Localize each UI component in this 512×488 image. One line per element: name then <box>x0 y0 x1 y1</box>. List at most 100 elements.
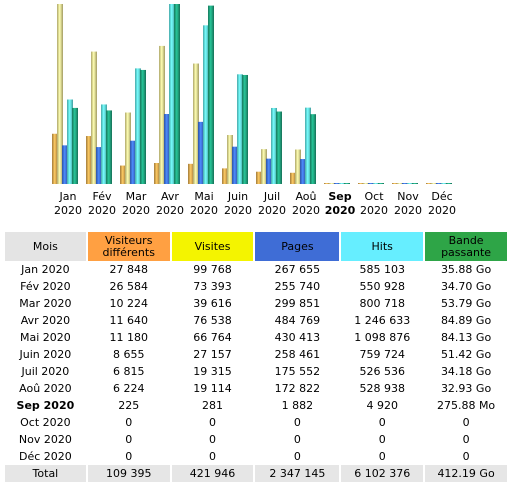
cell-visitors: 11 640 <box>109 314 148 327</box>
x-tick-label: Sep <box>328 190 351 203</box>
cell-pages: 172 822 <box>274 382 321 395</box>
bar-hits <box>135 68 141 184</box>
bar-pages <box>300 159 306 184</box>
cell-hits: 800 718 <box>359 297 405 310</box>
bar-hits <box>169 4 175 184</box>
monthly-stats-table: Mois Visiteurs différents Visites Pages … <box>3 232 509 482</box>
bar-hits <box>67 99 73 184</box>
x-tick-label: Nov <box>397 190 419 203</box>
cell-visitors: 0 <box>125 433 133 446</box>
bar-hits <box>407 183 413 184</box>
cell-visits: 421 946 <box>171 465 254 482</box>
header-month: Mois <box>5 232 86 261</box>
x-tick-label: 2020 <box>54 204 82 217</box>
cell-pages: 2 347 145 <box>255 465 340 482</box>
bar-pages <box>96 147 102 184</box>
table-header-row: Mois Visiteurs différents Visites Pages … <box>5 232 507 261</box>
bar-pages <box>266 158 272 184</box>
cell-hits: 0 <box>378 450 386 463</box>
cell-month: Jan 2020 <box>21 263 70 276</box>
cell-visitors: 11 180 <box>109 331 148 344</box>
cell-hits: 585 103 <box>359 263 405 276</box>
cell-hits: 526 536 <box>359 365 405 378</box>
bar-bandwidth <box>242 74 248 184</box>
cell-bandwidth: 34.18 Go <box>440 365 492 378</box>
cell-pages: 0 <box>293 450 301 463</box>
table-row: Fév 2020 26 584 73 393 255 740 550 928 34.70 … <box>5 278 507 295</box>
bar-visitors <box>154 162 160 184</box>
cell-month: Avr 2020 <box>20 314 71 327</box>
x-tick-label: 2020 <box>292 204 320 217</box>
table-row: Déc 2020 0 0 0 0 0 <box>5 448 507 465</box>
table-row: Jan 2020 27 848 99 768 267 655 585 103 35.88 … <box>5 261 507 278</box>
bar-visitors <box>358 183 364 184</box>
cell-hits: 6 102 376 <box>341 465 424 482</box>
bar-visits <box>193 63 199 184</box>
bar-visits <box>91 51 97 184</box>
cell-month: Total <box>5 465 86 482</box>
x-tick-label: 2020 <box>156 204 184 217</box>
cell-hits: 759 724 <box>359 348 405 361</box>
cell-bandwidth: 84.13 Go <box>440 331 492 344</box>
cell-visits: 66 764 <box>193 331 232 344</box>
table-row: Juin 2020 8 655 27 157 258 461 759 724 51.42 … <box>5 346 507 363</box>
bar-pages <box>436 183 442 184</box>
cell-month: Sep 2020 <box>16 399 75 412</box>
cell-visitors: 6 224 <box>112 382 145 395</box>
cell-hits: 0 <box>378 433 386 446</box>
bar-bandwidth <box>310 114 316 184</box>
cell-visitors: 8 655 <box>112 348 145 361</box>
cell-bandwidth: 34.70 Go <box>440 280 492 293</box>
bar-visits <box>329 183 335 184</box>
cell-bandwidth: 0 <box>462 416 470 429</box>
bar-visits <box>261 149 267 184</box>
table-row: Sep 2020 225 281 1 882 4 920 275.88 Mo <box>5 397 507 414</box>
bar-bandwidth <box>174 4 180 184</box>
table-total-row: Total 109 395 421 946 2 347 145 6 102 376 412… <box>5 465 507 482</box>
cell-visits: 19 114 <box>193 382 232 395</box>
table-row: Mar 2020 10 224 39 616 299 851 800 718 53.79 … <box>5 295 507 312</box>
cell-visits: 0 <box>209 433 217 446</box>
x-tick-label: Aoû <box>295 190 316 203</box>
header-bandwidth: Bande passante <box>425 232 507 261</box>
table-row: Oct 2020 0 0 0 0 0 <box>5 414 507 431</box>
x-tick-label: Jan <box>59 190 77 203</box>
cell-bandwidth: 53.79 Go <box>440 297 492 310</box>
table-row: Juil 2020 6 815 19 315 175 552 526 536 34.18 … <box>5 363 507 380</box>
x-tick-label: 2020 <box>428 204 456 217</box>
cell-pages: 255 740 <box>274 280 321 293</box>
bar-hits <box>339 183 345 184</box>
bar-visitors <box>324 183 330 184</box>
bar-visitors <box>222 168 228 184</box>
bar-bandwidth <box>378 183 384 184</box>
bar-visitors <box>120 165 126 184</box>
bar-visits <box>159 45 165 184</box>
bar-hits <box>203 25 209 185</box>
bar-visitors <box>52 133 58 184</box>
cell-pages: 0 <box>293 433 301 446</box>
bar-bandwidth <box>208 5 214 185</box>
bar-pages <box>334 183 340 184</box>
table-row: Nov 2020 0 0 0 0 0 <box>5 431 507 448</box>
bar-visitors <box>86 136 92 184</box>
cell-bandwidth: 275.88 Mo <box>436 399 496 412</box>
cell-bandwidth: 0 <box>462 433 470 446</box>
cell-visitors: 10 224 <box>109 297 148 310</box>
x-tick-label: 2020 <box>88 204 116 217</box>
cell-hits: 1 098 876 <box>354 331 411 344</box>
cell-pages: 175 552 <box>274 365 321 378</box>
x-tick-label: 2020 <box>122 204 150 217</box>
cell-pages: 267 655 <box>274 263 321 276</box>
cell-visitors: 6 815 <box>112 365 145 378</box>
bar-pages <box>232 146 238 184</box>
bar-hits <box>271 107 277 184</box>
x-tick-label: Mai <box>194 190 213 203</box>
x-tick-label: 2020 <box>224 204 252 217</box>
cell-month: Fév 2020 <box>20 280 71 293</box>
cell-month: Juil 2020 <box>21 365 70 378</box>
cell-visitors: 0 <box>125 416 133 429</box>
x-tick-label: Déc <box>431 190 452 203</box>
bar-hits <box>101 104 107 184</box>
cell-month: Déc 2020 <box>19 450 72 463</box>
x-tick-label: Juin <box>227 190 248 203</box>
